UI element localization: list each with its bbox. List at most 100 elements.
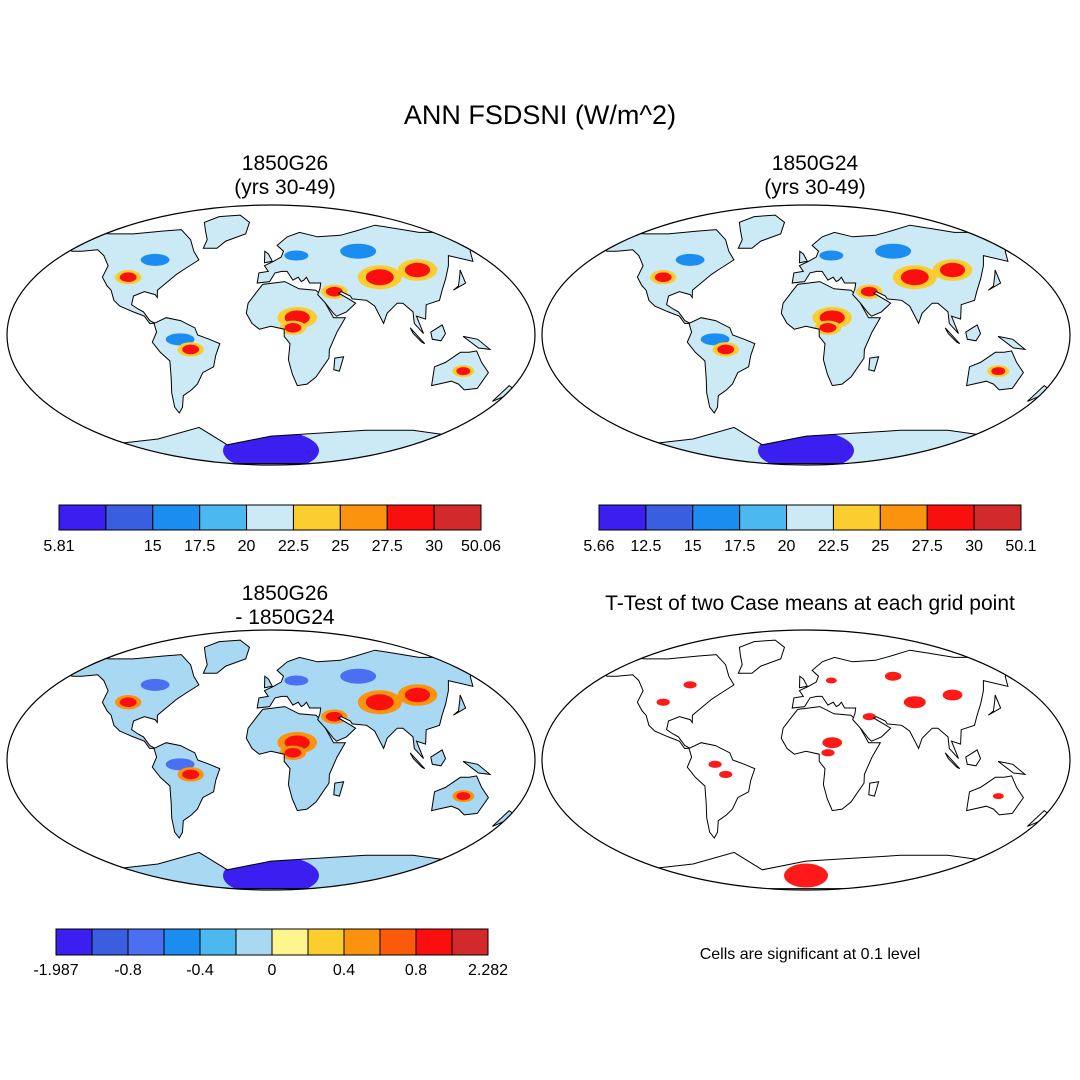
colorbar-swatch	[379, 928, 417, 956]
japan-coastline	[987, 269, 1002, 291]
southamerica-coastline	[686, 742, 756, 839]
madagascar-landmass	[868, 781, 879, 797]
panel2-title-line2: (yrs 30-49)	[764, 176, 866, 199]
panel3-title: 1850G26 - 1850G24	[140, 582, 430, 630]
africa-coastline	[245, 281, 347, 387]
newzealand-landmass	[492, 810, 515, 827]
greatbritain-landmass	[264, 251, 273, 263]
eurasia-high-values-2	[860, 286, 878, 297]
colorbar-tick-label: 20	[238, 538, 256, 555]
eurasia-coastline	[791, 224, 1020, 334]
australia-coastline	[965, 350, 1025, 391]
colorbar-tick-label: 5.81	[43, 538, 74, 555]
australia-high-values-0	[991, 367, 1006, 376]
colorbar-swatch	[415, 928, 453, 956]
map-panel-2	[542, 205, 1070, 465]
newguinea-landmass	[998, 336, 1025, 350]
borneo-coastline	[965, 324, 982, 342]
eurasia-low-values-1	[340, 668, 377, 684]
colorbar-tick-label: -1.987	[33, 962, 78, 979]
greenland-landmass	[738, 640, 785, 674]
sumatra-coastline	[944, 752, 961, 770]
southamerica-significant-cells-1	[708, 760, 722, 768]
borneo-coastline	[965, 749, 982, 767]
southamerica-field	[165, 758, 204, 782]
colorbar-swatch	[55, 928, 93, 956]
colorbar-swatch	[786, 504, 834, 531]
madagascar-coastline	[868, 356, 880, 372]
northamerica-low-values-0	[140, 253, 170, 266]
newzealand-landmass	[1027, 810, 1050, 827]
colorbar-swatch	[598, 504, 647, 531]
eurasia-high-values-1	[404, 262, 431, 278]
northamerica-field	[115, 253, 170, 285]
panel1-title: 1850G26 (yrs 30-49)	[140, 152, 430, 200]
colorbar-swatch	[692, 504, 741, 531]
northamerica-field	[115, 678, 170, 710]
colorbar-tick-label: 0	[268, 962, 277, 979]
map-border-3	[6, 629, 536, 891]
northamerica-coastline	[605, 229, 735, 324]
panel4-title-line1: T-Test of two Case means at each grid po…	[605, 592, 1015, 615]
colorbar-tick-label: -0.4	[186, 962, 214, 979]
eurasia-low-values-0	[819, 250, 844, 261]
northamerica-significant-cells-0	[656, 698, 670, 706]
eurasia-low-values-1	[340, 243, 377, 259]
borneo-landmass	[965, 749, 981, 766]
eurasia-coastline	[256, 649, 485, 759]
southamerica-significant-cells-0	[719, 770, 733, 779]
africa-field	[812, 306, 853, 335]
colorbar-swatch	[152, 504, 201, 531]
eurasia-low-values-0	[284, 250, 309, 261]
africa-field	[277, 731, 318, 760]
colorbar-swatch	[433, 504, 482, 531]
eurasia-field	[819, 243, 973, 299]
newzealand-landmass	[1027, 385, 1050, 402]
greenland-landmass	[203, 640, 250, 674]
newguinea-coastline	[462, 760, 492, 776]
colorbar-swatch	[163, 928, 201, 956]
borneo-coastline	[430, 324, 447, 342]
eurasia-field	[284, 243, 438, 299]
colorbar-swatch	[739, 504, 788, 531]
australia-field	[987, 365, 1010, 378]
colorbar-swatch	[343, 928, 381, 956]
colorbar-tick-label: 12.5	[630, 538, 661, 555]
northamerica-low-values-0	[675, 253, 705, 266]
colorbar-tick-label: 15	[144, 538, 162, 555]
newguinea-landmass	[998, 761, 1025, 775]
japan-coastline	[452, 694, 467, 716]
australia-field	[452, 790, 475, 803]
africa-coastline	[245, 706, 347, 812]
greenland-coastline	[202, 214, 251, 249]
australia-high-values-0	[456, 792, 471, 801]
colorbar-tick-label: 27.5	[372, 538, 403, 555]
greatbritain-landmass	[799, 251, 808, 263]
eurasia-high-values-0	[365, 269, 394, 286]
colorbar-swatch	[58, 504, 107, 531]
map-panel-1	[7, 205, 535, 465]
panel3-title-line1: 1850G26	[241, 582, 329, 605]
colorbar-tick-label: 0.4	[333, 962, 355, 979]
colorbar-3: -1.987 -0.8 -0.4 0 0.4 0.8 2.282	[33, 928, 508, 979]
newguinea-landmass	[463, 336, 490, 350]
southamerica-coastline	[151, 742, 221, 839]
eurasia-significant-cells-3	[825, 677, 837, 684]
australia-coastline	[430, 775, 490, 816]
panel1-title-line2: (yrs 30-49)	[234, 176, 336, 199]
greenland-landmass	[738, 215, 785, 249]
eurasia-high-values-0	[365, 694, 394, 711]
colorbar-tick-label: 22.5	[278, 538, 309, 555]
greatbritain-coastline	[798, 675, 809, 689]
colorbar-tick-label: 50.1	[1005, 538, 1036, 555]
eurasia-field	[284, 668, 438, 724]
africa-high-values-1	[819, 322, 837, 333]
madagascar-coastline	[333, 781, 345, 797]
colorbar-2: 5.66 12.5 15 17.5 20 22.5 25 27.5 30 50.1	[583, 504, 1037, 555]
greenland-landmass	[203, 215, 250, 249]
colorbar-tick-label: 17.5	[724, 538, 755, 555]
colorbar-tick-label: 25	[331, 538, 349, 555]
colorbar-tick-label: 2.282	[468, 962, 508, 979]
colorbar-tick-label: 20	[778, 538, 796, 555]
